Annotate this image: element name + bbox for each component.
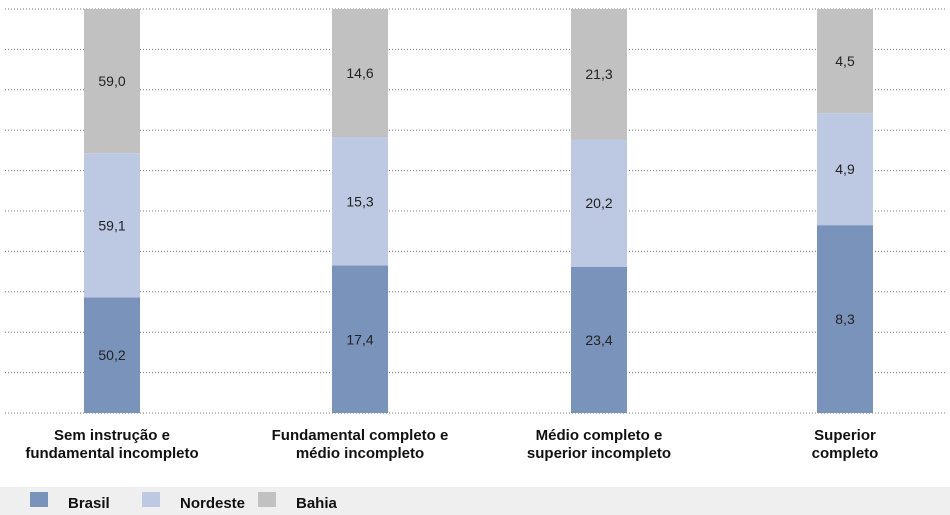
stacked-bar-chart: 50,2 59,1 59,0 17,4 15,3 14,6 23,4 20,2 21,3 8,3 4… xyxy=(5,8,945,462)
bar-value-label: 23,4 xyxy=(585,332,612,348)
bar-value-label: 17,4 xyxy=(346,331,373,347)
bar-value-label: 50,2 xyxy=(98,347,125,363)
bar-value-label: 21,3 xyxy=(585,66,612,82)
legend-label: Bahia xyxy=(296,495,337,512)
bar-segment-nordeste xyxy=(84,153,140,298)
category-label: superior incompleto xyxy=(527,445,671,462)
bar-segment-brasil xyxy=(571,266,627,413)
bar-segment-bahia xyxy=(571,9,627,140)
legend-label: Brasil xyxy=(68,495,110,512)
bar-segment-brasil xyxy=(817,225,873,413)
bar-value-label: 4,5 xyxy=(835,53,855,69)
bar-value-label: 8,3 xyxy=(835,311,855,327)
gridlines xyxy=(5,8,945,414)
bar-segment-nordeste xyxy=(817,113,873,226)
bar-value-labels: 50,2 59,1 59,0 17,4 15,3 14,6 23,4 20,2 21,3 8,3 4… xyxy=(98,53,855,363)
category-label: Médio completo e xyxy=(536,427,663,444)
bar-segment-nordeste xyxy=(332,137,388,266)
legend-swatch xyxy=(30,492,48,507)
category-label: fundamental incompleto xyxy=(25,445,198,462)
legend-label: Nordeste xyxy=(180,495,246,512)
legend-swatch xyxy=(142,492,160,507)
bar-value-label: 59,1 xyxy=(98,217,125,233)
bar-value-label: 59,0 xyxy=(98,73,125,89)
bar-segment-nordeste xyxy=(571,139,627,267)
bar-segment-brasil xyxy=(332,265,388,413)
bars xyxy=(84,9,873,413)
legend-swatch xyxy=(258,492,276,507)
legend: Brasil Nordeste Bahia xyxy=(0,487,950,515)
category-label: médio incompleto xyxy=(296,445,424,462)
category-label: completo xyxy=(812,445,879,462)
category-label: Superior xyxy=(814,427,876,444)
bar-value-label: 20,2 xyxy=(585,195,612,211)
bar-segment-brasil xyxy=(84,297,140,413)
category-label: Sem instrução e xyxy=(54,427,170,444)
bar-segment-bahia xyxy=(332,9,388,138)
category-label: Fundamental completo e xyxy=(272,427,449,444)
bar-value-label: 15,3 xyxy=(346,193,373,209)
bar-segment-bahia xyxy=(817,9,873,114)
bar-value-label: 14,6 xyxy=(346,65,373,81)
bar-value-label: 4,9 xyxy=(835,161,855,177)
bar-segment-bahia xyxy=(84,9,140,154)
